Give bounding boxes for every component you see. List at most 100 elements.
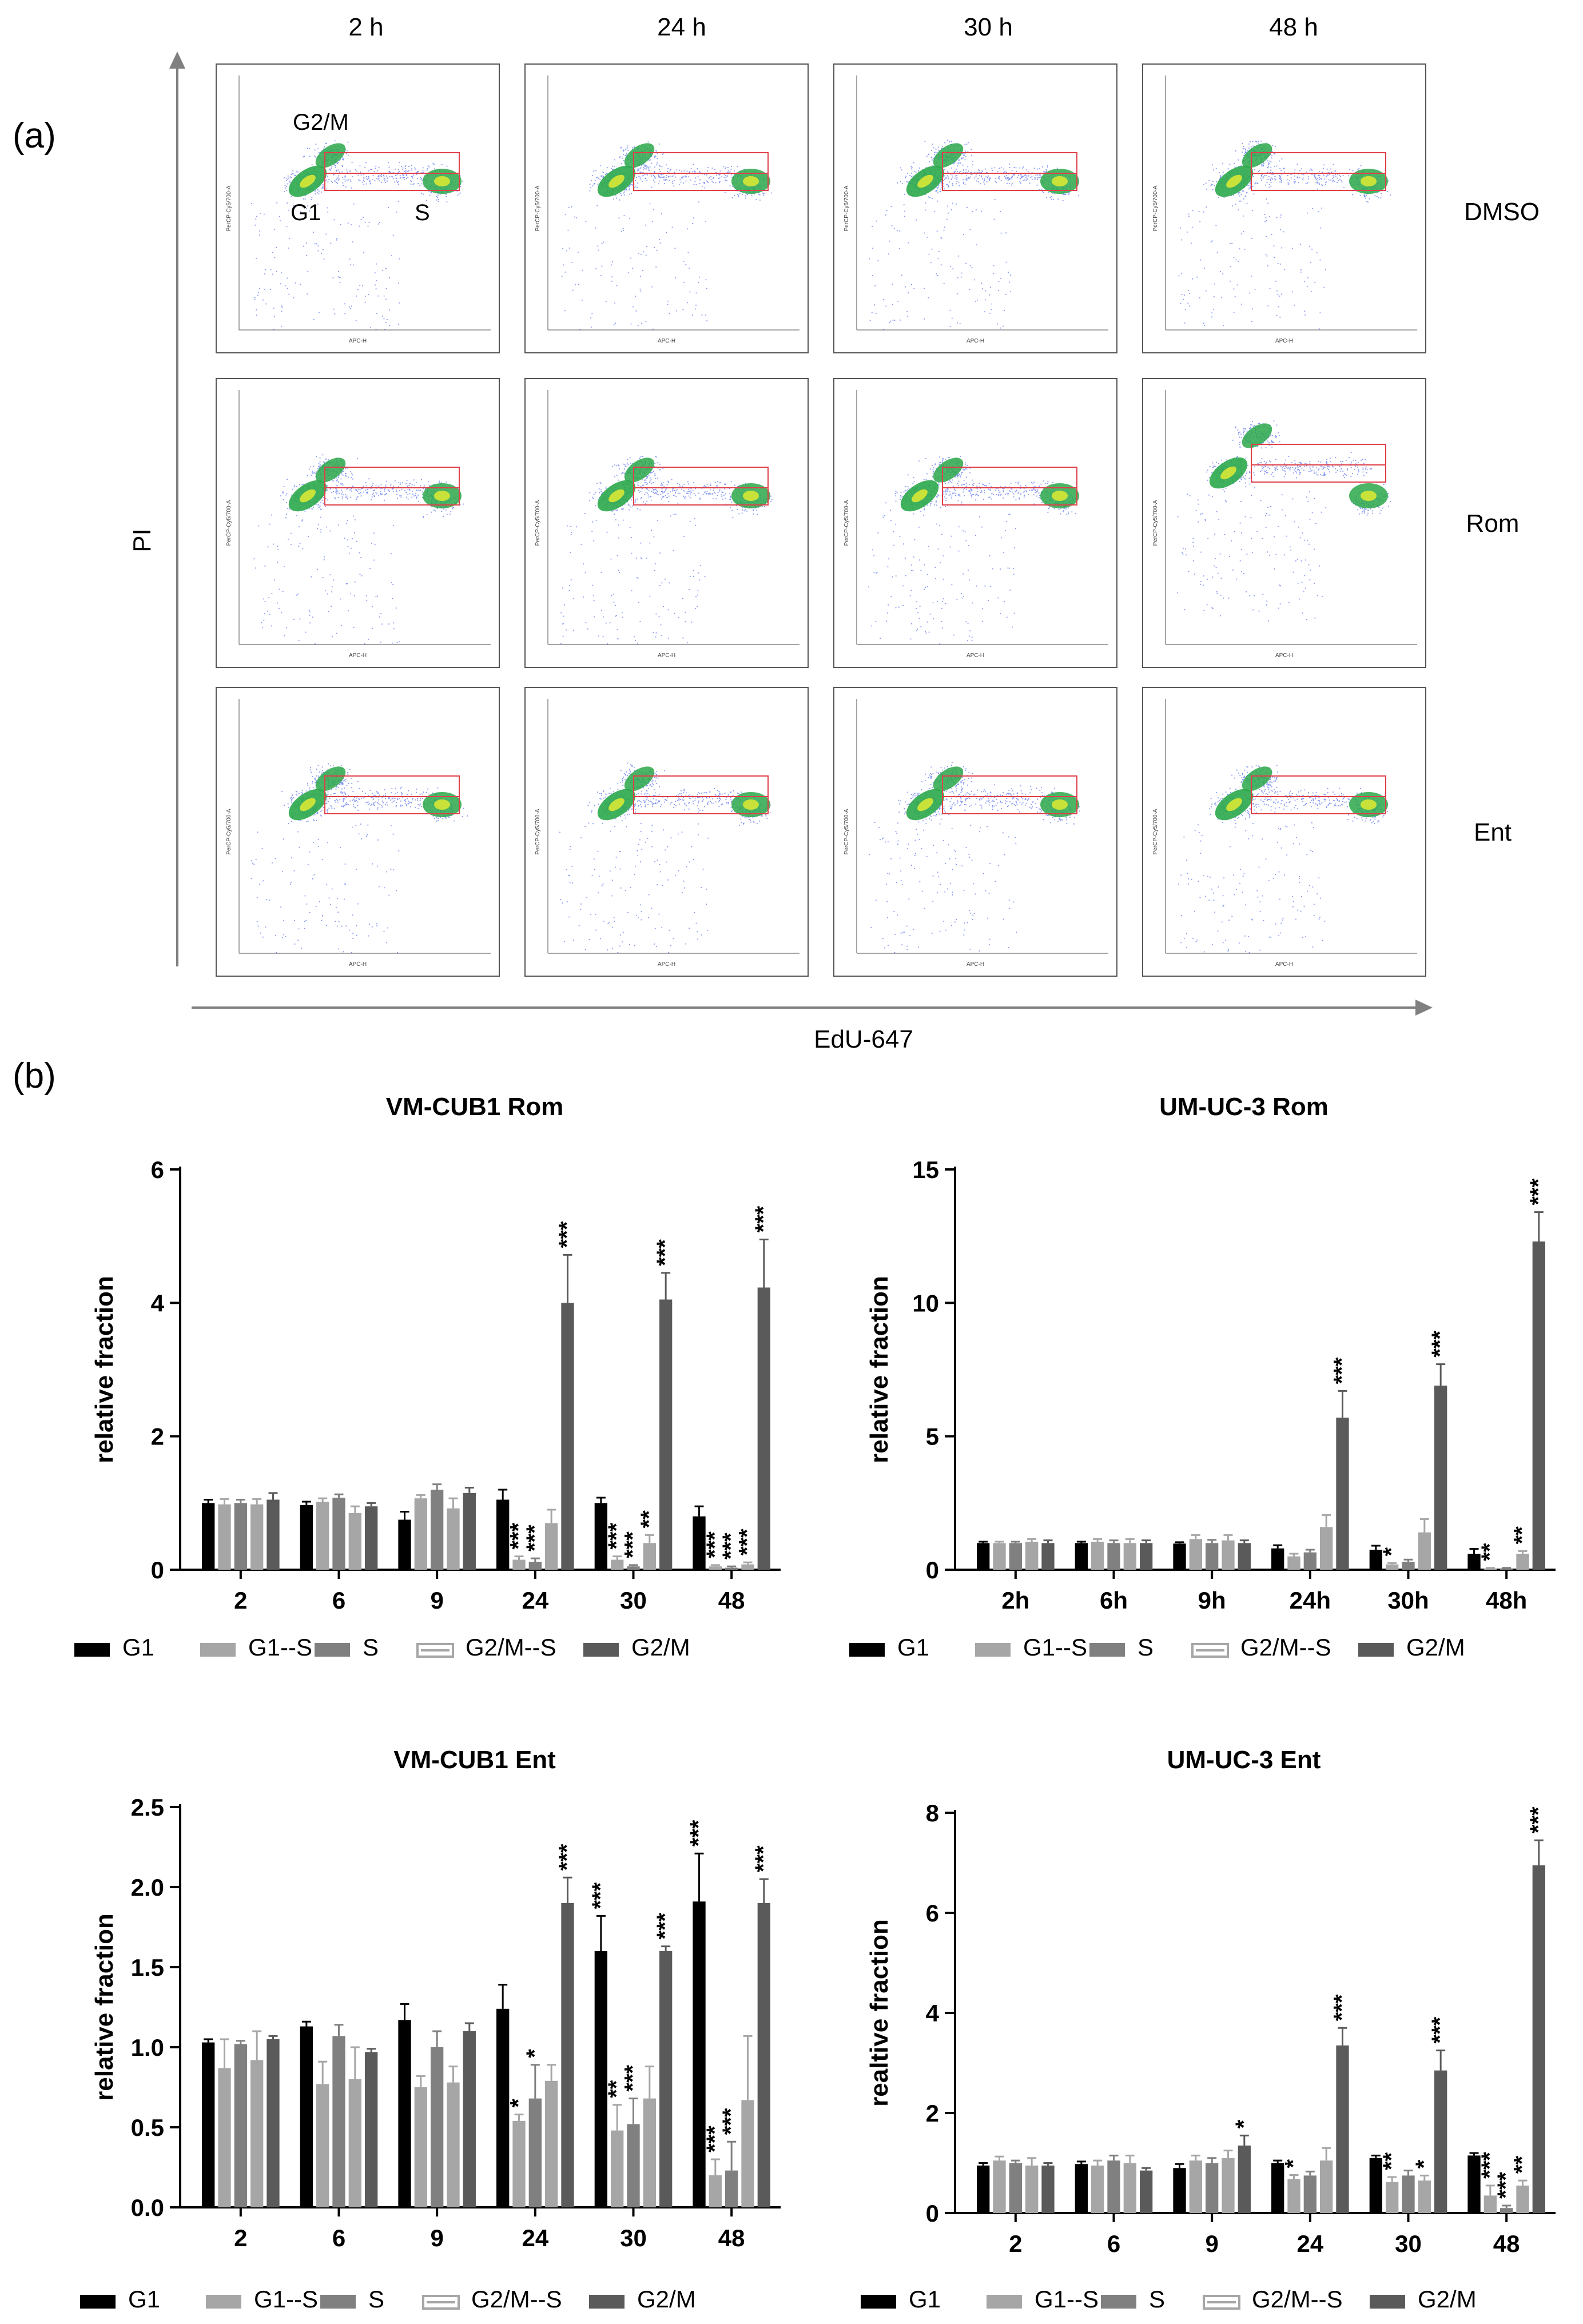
bar-g2-m-9 [463, 1493, 476, 1570]
bar-g1-s-48 [1483, 2195, 1497, 2213]
legend-label: G1--S [254, 2286, 318, 2313]
facs-plot-xlabel: APC-H [349, 961, 367, 968]
chart-ytick-label: 15 [912, 1156, 939, 1183]
bar-g1-s-24h [1287, 1556, 1300, 1570]
bar-g2-m-24 [561, 1303, 574, 1570]
bar-g2-m-6 [1139, 2170, 1153, 2213]
significance-marker: * [1231, 2119, 1256, 2128]
significance-marker: *** [1329, 1994, 1354, 2021]
facs-plot-1-1: APC-H PerCP-Cy5/700-A [524, 378, 809, 668]
bar-g2-m-s-6 [1123, 2163, 1136, 2213]
facs-plot-2-1: APC-H PerCP-Cy5/700-A [524, 687, 809, 977]
legend-swatch [1089, 1643, 1125, 1657]
significance-marker: ** [1509, 2156, 1534, 2174]
bar-s-6 [332, 1498, 345, 1570]
bar-g1-24 [496, 2008, 510, 2207]
facs-plot-ylabel: PerCP-Cy5/700-A [535, 500, 541, 546]
bar-g2-m-30h [1434, 1386, 1447, 1570]
legend-swatch [320, 2295, 356, 2309]
facs-g1-core [300, 489, 316, 503]
facs-s-core [434, 799, 450, 810]
bar-g2-m-s-24 [545, 2080, 558, 2207]
facs-plot-xlabel: APC-H [658, 338, 675, 344]
bar-g2-m-s-6 [348, 2079, 361, 2207]
facs-plot-ylabel: PerCP-Cy5/700-A [535, 185, 541, 231]
facs-g1-core [1226, 174, 1242, 188]
bar-g1-s-9h [1189, 1539, 1202, 1570]
bar-g2-m-s-9h [1222, 1540, 1235, 1570]
chart-ytick-label: 4 [926, 2000, 940, 2027]
facs-plot-frame [524, 687, 809, 977]
facs-g1-core [300, 798, 316, 811]
chart-ylabel: relative fraction [90, 1276, 118, 1463]
facs-g2m-cluster [315, 143, 346, 168]
bar-g2-m-s-24 [545, 1523, 558, 1570]
bar-s-30 [627, 1566, 640, 1570]
significance-marker: *** [554, 1844, 579, 1871]
bar-g1-s-2 [218, 2068, 231, 2207]
bar-g1-s-48 [709, 2175, 722, 2207]
legend-swatch [589, 2295, 625, 2309]
bar-g1-s-30 [611, 1559, 624, 1570]
facs-plot-xlabel: APC-H [658, 961, 675, 968]
pi-axis-label: PI [128, 528, 156, 552]
bar-s-6 [332, 2036, 345, 2207]
bar-g1-s-24 [512, 1559, 526, 1570]
bar-s-48h [1500, 1568, 1513, 1570]
legend-label: G2/M [1418, 2286, 1477, 2313]
chart-xtick-label: 48h [1486, 1587, 1527, 1614]
facs-s-core [1052, 491, 1068, 501]
facs-plot-xlabel: APC-H [966, 961, 984, 968]
bar-s-24 [1303, 2175, 1316, 2213]
bar-g2-m-48 [1532, 1865, 1545, 2213]
legend-label: G1--S [1035, 2286, 1099, 2313]
legend-label: G2/M--S [471, 2286, 562, 2313]
facs-s-core [1052, 176, 1068, 186]
significance-marker: ** [1509, 1526, 1534, 1545]
facs-g1-core [300, 174, 316, 188]
facs-g1-core [917, 798, 933, 811]
facs-plot-ylabel: PerCP-Cy5/700-A [844, 809, 850, 854]
bar-g1-48h [1467, 1554, 1481, 1570]
time-label-30h: 30 h [964, 13, 1013, 41]
chart-ytick-label: 5 [926, 1423, 939, 1450]
bar-g1-2 [202, 2042, 215, 2207]
bar-s-48 [725, 2170, 738, 2207]
chart-xtick-label: 6 [332, 2224, 345, 2251]
facs-plot-0-1: APC-H PerCP-Cy5/700-A [524, 63, 809, 353]
bar-g1-48 [1467, 2155, 1481, 2213]
facs-g2m-cluster [1242, 766, 1272, 791]
bar-g1-2h [977, 1543, 990, 1570]
bar-g2-m-30 [1434, 2070, 1447, 2213]
legend-label: S [1137, 1634, 1154, 1661]
bar-s-6h [1107, 1543, 1120, 1570]
bar-g2-m-s-2h [1025, 1542, 1039, 1570]
significance-marker: * [1281, 2159, 1306, 2168]
significance-marker: ** [604, 2080, 629, 2098]
bar-g1-9 [398, 1519, 411, 1570]
bar-s-2h [1009, 1543, 1022, 1570]
time-label-24h: 24 h [657, 13, 706, 41]
significance-marker: *** [588, 1882, 613, 1909]
chart-ytick-label: 0.0 [131, 2194, 164, 2221]
facs-g2m-cluster [933, 143, 964, 168]
chart-ylabel: realtive fraction [865, 1919, 893, 2107]
chart-xtick-label: 30 [620, 2224, 647, 2251]
bar-s-2 [234, 2044, 247, 2207]
facs-plot-ylabel: PerCP-Cy5/700-A [1152, 500, 1159, 546]
chart-xtick-label: 30 [620, 1587, 647, 1614]
facs-plot-1-3: APC-H PerCP-Cy5/700-A [1142, 378, 1426, 668]
pi-axis-arrow-icon [169, 51, 185, 69]
facs-s-core [1052, 799, 1068, 810]
facs-gate-lower [942, 796, 1077, 814]
facs-g2m-cluster [624, 766, 655, 791]
legend-label: G1 [897, 1634, 929, 1661]
bar-g1-30 [1369, 2158, 1383, 2213]
significance-marker: *** [751, 1845, 776, 1872]
bar-g1-24h [1271, 1548, 1284, 1570]
facs-g2m-cluster [315, 766, 346, 791]
bar-g1-30 [594, 1503, 608, 1570]
